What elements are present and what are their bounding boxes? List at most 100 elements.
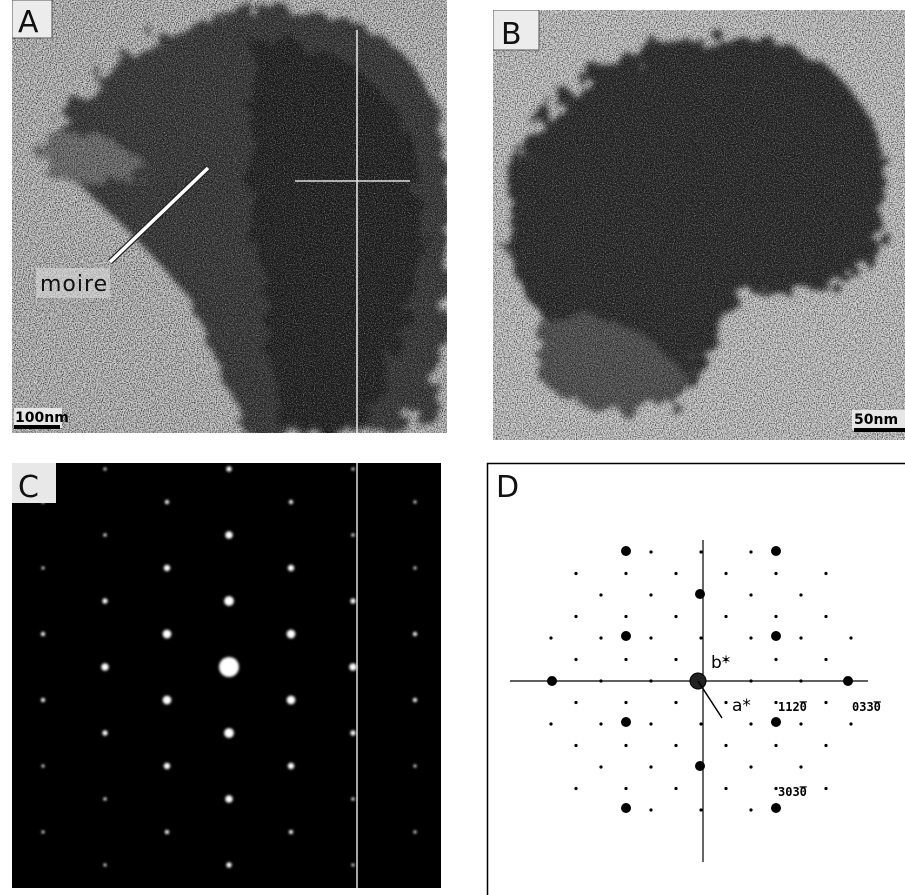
diffraction-spot (286, 629, 296, 639)
diffraction-spot (287, 564, 295, 572)
reflection-dot (749, 765, 753, 769)
reflection-dot (749, 550, 753, 554)
diffraction-spot (413, 566, 417, 570)
label-bg (14, 408, 62, 428)
diffraction-spot (350, 730, 356, 736)
diffraction-spot (351, 533, 355, 537)
reflection-dot (624, 571, 628, 576)
reflection-dot (624, 743, 628, 748)
reflection-dot (674, 657, 678, 662)
diffraction-spot (413, 830, 417, 834)
reflection-dot (547, 676, 557, 686)
reflection-dot (749, 593, 753, 597)
diffraction-spot (226, 862, 232, 868)
reflection-dot (549, 722, 553, 726)
reflection-dot (724, 571, 728, 576)
reflection-dot (649, 550, 653, 554)
diffraction-spot (41, 566, 45, 570)
reflection-dot (749, 636, 753, 640)
annotation: moire (40, 272, 108, 297)
reflection-dot (574, 743, 578, 748)
reflection-dot (574, 614, 578, 619)
reflection-dot (624, 786, 628, 791)
reflection-dot (699, 550, 703, 554)
reflection-dot (674, 786, 678, 791)
diffraction-spot (224, 596, 234, 606)
reflection-dot (771, 631, 781, 641)
diffraction-spot (350, 598, 356, 604)
panel-label: A (18, 5, 39, 40)
reflection-dot (649, 636, 653, 640)
reflection-dot (599, 679, 603, 683)
label-bg (36, 268, 110, 298)
reflection-dot (774, 700, 778, 705)
reflection-dot (621, 717, 631, 727)
reflection-dot (549, 636, 553, 640)
panel-c: C (12, 463, 441, 888)
diffraction-spot (287, 762, 295, 770)
diffraction-spot (162, 695, 172, 705)
scale-bar-label: 50nm (854, 412, 898, 428)
reflection-dot (724, 743, 728, 748)
diffraction-spot (412, 697, 418, 703)
reflection-dot (624, 657, 628, 662)
diffraction-spot (225, 795, 233, 803)
diffraction-spot (351, 797, 355, 801)
reflection-dot (824, 614, 828, 619)
diffraction-spot (102, 598, 108, 604)
reflection-dot (774, 657, 778, 662)
diffraction-spot (412, 631, 418, 637)
diffraction-spot (40, 697, 46, 703)
reflection-label: 033̅0 (852, 700, 882, 714)
reflection-dot (799, 722, 803, 726)
diffraction-spot (349, 663, 357, 671)
reflection-dot (574, 571, 578, 576)
reflection-dot (695, 589, 705, 599)
reflection-dot (649, 593, 653, 597)
vector-label: b* (711, 653, 730, 673)
reflection-dot (774, 614, 778, 619)
reflection-dot (799, 636, 803, 640)
panel-d: D b* a* 112̅0 033̅0 303̅0 (486, 462, 905, 895)
pointer (108, 166, 210, 264)
panel-a: moire A 100nm (12, 0, 447, 433)
reflection-dot (699, 636, 703, 640)
reflection-dot (771, 803, 781, 813)
scale-bar (14, 425, 60, 429)
diffraction-spot (41, 830, 45, 834)
vector-arrow (697, 680, 723, 719)
label-box (12, 463, 56, 503)
reflection-dot (649, 765, 653, 769)
reflection-dot (799, 593, 803, 597)
diffraction-spot (219, 657, 239, 677)
reflection-dot (824, 657, 828, 662)
reflection-dot (799, 765, 803, 769)
reflection-dot (724, 786, 728, 791)
reflection-dot (599, 636, 603, 640)
reflection-dot (824, 571, 828, 576)
vector-label: a* (732, 696, 751, 716)
reflection-dot (649, 679, 653, 683)
panel-label: C (18, 470, 39, 505)
diffraction-spot (103, 863, 107, 867)
reflection-dot (649, 722, 653, 726)
reflection-dot (621, 803, 631, 813)
diffraction-spot (351, 863, 355, 867)
reflection-dot (599, 722, 603, 726)
reflection-label: 112̅0 (778, 700, 808, 714)
scale-bar (854, 428, 905, 432)
reflection-dot (574, 657, 578, 662)
reflection-dot (849, 722, 853, 726)
reflection-dot (774, 786, 778, 791)
diffraction-spot (41, 764, 45, 768)
diffraction-spot (164, 829, 170, 835)
reflection-dot (599, 593, 603, 597)
reflection-dot (674, 743, 678, 748)
reflection-dot (599, 765, 603, 769)
diffraction-spot (286, 695, 296, 705)
reflection-dot (749, 808, 753, 812)
diffraction-spot (226, 466, 232, 472)
reflection-dot (649, 808, 653, 812)
panel-label: D (496, 470, 519, 505)
